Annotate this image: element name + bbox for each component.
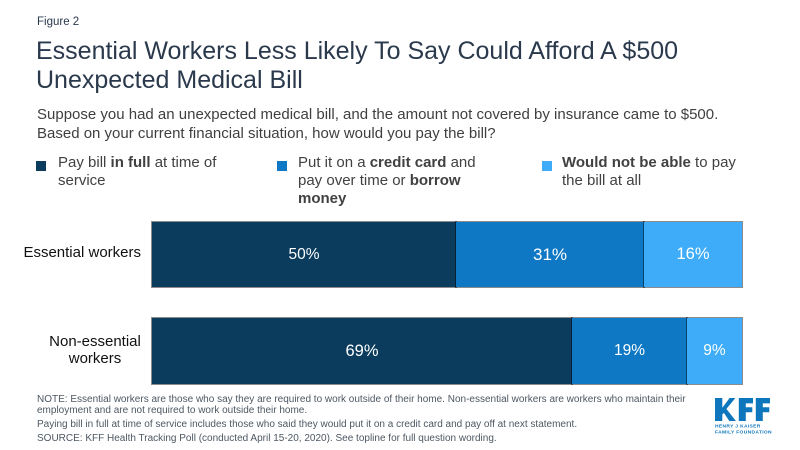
svg-text:HENRY J KAISER: HENRY J KAISER	[715, 424, 761, 430]
svg-text:FAMILY FOUNDATION: FAMILY FOUNDATION	[715, 430, 772, 436]
